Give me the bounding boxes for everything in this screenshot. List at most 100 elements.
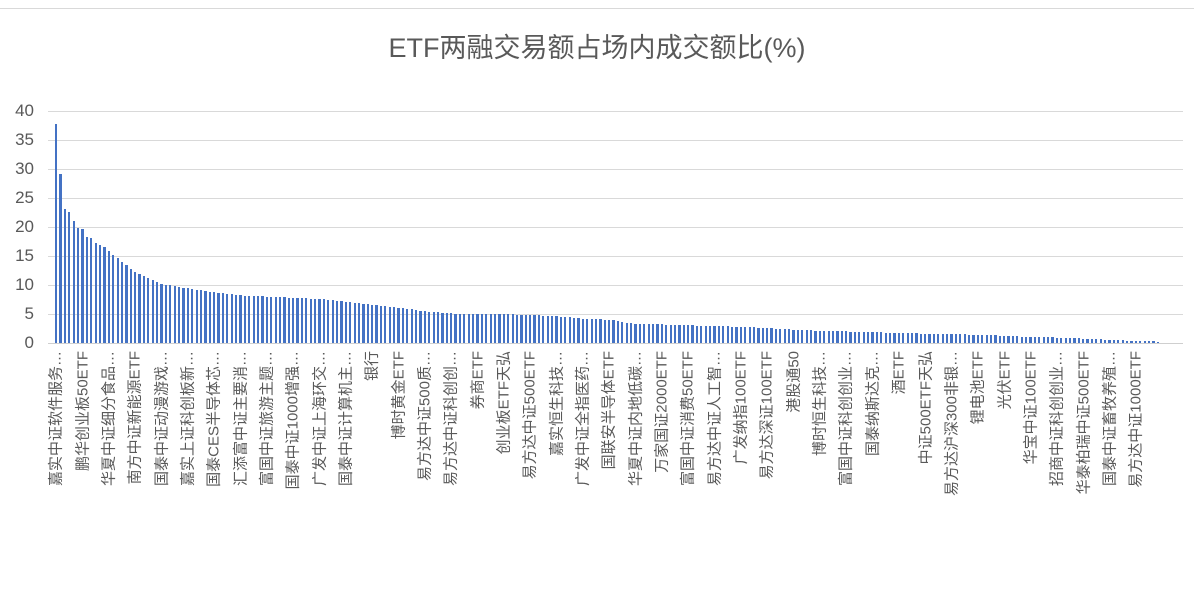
bar [823,330,826,343]
bar [910,333,914,343]
bar [314,298,317,343]
x-axis-label: 华夏中证细分食品… [100,351,118,487]
bar [1029,336,1032,343]
bar [739,326,742,343]
bar [1077,338,1080,343]
x-axis-label: 广发中证全指医药… [574,351,592,487]
bar [594,319,598,343]
bar [1121,340,1124,343]
bar [436,312,440,343]
bar [1003,335,1006,343]
bar [757,327,760,343]
bar [774,328,778,343]
bar [384,306,387,343]
bar [524,314,527,343]
bar [335,300,339,343]
bar [748,327,751,343]
x-label-column: 国泰中证畜牧养殖… [1097,351,1123,600]
bar [651,324,655,343]
bar [270,296,273,343]
bar [577,318,580,343]
bar [880,332,883,343]
x-axis-label: 国泰CES半导体芯… [205,351,223,487]
x-label-column: 汇添富中证主要消… [227,351,253,600]
y-tick-label: 30 [15,159,34,178]
bar [59,173,62,343]
x-label-column: 国联安半导体ETF [596,351,622,600]
y-tick-label: 5 [24,304,34,323]
x-label-column: 博时恒生科技… [807,351,833,600]
bar [792,329,795,343]
x-axis-label: 华夏中证内地低碳… [627,351,645,487]
bar [81,229,84,343]
bar [853,331,857,343]
bar [801,330,804,343]
bar [542,315,545,343]
bar [515,314,519,343]
bar [682,325,685,343]
bar [261,296,264,343]
bar [590,319,593,343]
bar [713,326,716,343]
x-label-column: 广发中证全指医药… [570,351,596,600]
bar [665,324,668,343]
bar [1082,338,1085,343]
bar [559,316,562,343]
bar [252,296,255,343]
bar [981,335,984,343]
bar [204,291,207,343]
bar [463,313,466,343]
bar [401,308,404,343]
bar [581,318,584,343]
x-label-column: 中证500ETF天弘 [912,351,938,600]
bar [717,326,720,343]
bar [156,281,159,343]
x-axis-label: 易方达中证人工智… [706,351,724,487]
bar [796,329,799,343]
bar [533,315,536,343]
x-axis-label: 易方达深证100ETF [758,351,776,480]
x-label-column: 易方达中证1000ETF [1123,351,1149,600]
bar [871,332,874,343]
bar [480,314,483,343]
bar [340,301,343,343]
bar [700,325,703,343]
bar [217,292,220,343]
bar [410,309,413,343]
x-axis-label: 易方达中证500质… [416,351,434,482]
x-axis-label: 国泰纳斯达克… [864,351,882,457]
x-axis-label: 南方中证新能源ETF [126,351,144,485]
bar [621,321,624,343]
bar [537,315,541,343]
bar [788,329,791,343]
x-axis-label: 富国中证科创创业… [837,351,855,487]
x-label-column: 银行 [359,351,385,600]
bar [98,244,102,343]
bar [647,324,650,343]
bar [85,236,88,343]
x-axis-line [48,343,1183,344]
x-axis-label: 广发纳指100ETF [732,351,750,465]
x-axis-label: 博时恒生科技… [811,351,829,457]
x-label-column: 易方达沪深300非银… [939,351,965,600]
bar [599,319,602,343]
x-axis-label: 银行 [363,351,381,382]
bar [248,295,251,343]
x-label-column: 国泰中证动漫游戏… [148,351,174,600]
x-label-column: 国泰中证1000增强… [280,351,306,600]
x-axis-label: 嘉实恒生科技… [548,351,566,457]
bar [1147,341,1151,343]
bar [164,284,167,343]
bar [946,333,949,343]
gridline [48,169,1183,170]
bar [327,299,330,343]
x-label-column: 富国中证消费50ETF [675,351,701,600]
bar [656,324,659,343]
bar [1073,338,1076,343]
bar [959,334,962,343]
bar [428,311,431,343]
bar [529,314,532,343]
x-axis-label: 券商ETF [469,351,487,410]
bar [120,261,124,343]
bar [551,316,554,343]
